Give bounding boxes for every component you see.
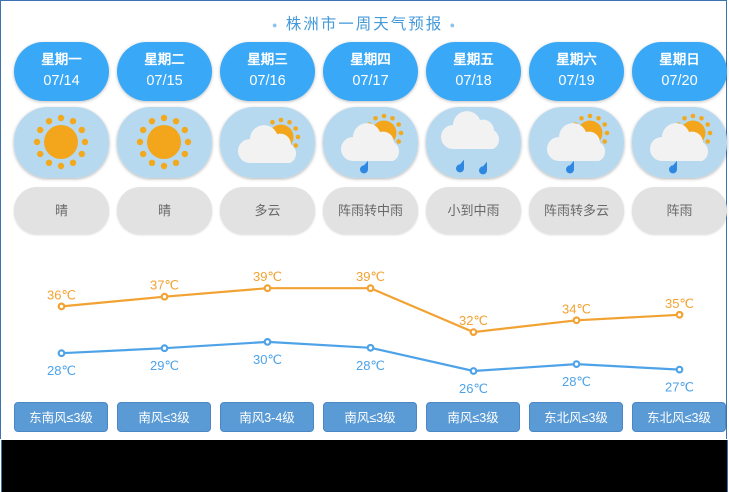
svg-text:30℃: 30℃ [253, 352, 282, 367]
svg-text:29℃: 29℃ [150, 358, 179, 373]
svg-text:39℃: 39℃ [253, 269, 282, 284]
svg-text:37℃: 37℃ [150, 278, 179, 293]
svg-text:32℃: 32℃ [459, 313, 488, 328]
svg-text:27℃: 27℃ [665, 380, 694, 395]
svg-text:34℃: 34℃ [562, 301, 591, 316]
svg-text:39℃: 39℃ [356, 269, 385, 284]
svg-text:28℃: 28℃ [356, 358, 385, 373]
svg-text:35℃: 35℃ [665, 296, 694, 311]
svg-text:36℃: 36℃ [47, 287, 76, 302]
svg-text:26℃: 26℃ [459, 381, 488, 396]
svg-text:28℃: 28℃ [562, 374, 591, 389]
svg-text:28℃: 28℃ [47, 363, 76, 378]
